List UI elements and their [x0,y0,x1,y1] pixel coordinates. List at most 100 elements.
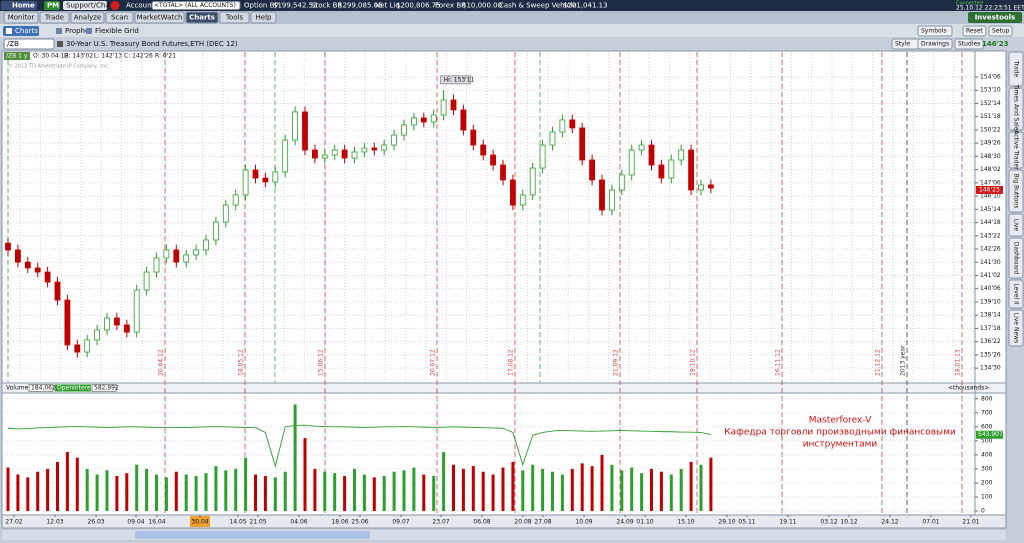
side-tab-label[interactable]: Active Trader [1013,130,1020,170]
toolbar-button[interactable] [917,25,953,37]
candle-body [460,109,467,131]
side-tab-label[interactable]: Big Buttons [1013,174,1020,209]
toolbar-button-label[interactable]: Reset [966,28,983,35]
tab[interactable] [250,11,277,24]
tab[interactable] [105,11,134,24]
volume-bar [214,466,218,511]
tab-label[interactable]: Charts [189,14,215,22]
alert-icon[interactable] [110,1,120,10]
y-tick-label: 141'02 [980,272,1001,279]
x-tick-label: 29.10 [718,519,735,526]
expiration-label: 16.11.12 [775,349,782,376]
side-tab[interactable] [1008,237,1024,279]
support-label[interactable]: Support/Chat [66,2,113,10]
pm-button[interactable] [44,1,60,10]
home-button[interactable] [1,1,37,10]
subtab-label[interactable]: Flexible Grid [95,27,139,35]
balance-value: $200,806.75 [396,2,441,10]
candle-body [123,324,130,333]
toolbar-button[interactable] [962,25,987,37]
candle-body [272,171,279,183]
side-tab-label[interactable]: Trade [1013,60,1020,78]
side-tab-label[interactable]: Live [1013,219,1020,232]
side-tab-label[interactable]: Live News [1013,313,1020,343]
candle-body [331,149,338,156]
expiration-label: 2013 year [900,345,907,376]
tab-label[interactable]: Analyze [74,14,102,22]
balance-label: Option BP [244,2,279,10]
tab-label[interactable]: Trade [44,14,64,22]
toolbar-button[interactable] [988,25,1013,37]
toolbar-button-label[interactable]: Symbols [921,28,946,35]
chart-button[interactable] [917,38,953,50]
candle-body [193,249,200,256]
subtab-label[interactable]: Charts [15,27,38,35]
tab-label[interactable]: Scan [111,14,128,22]
pm-label[interactable]: PM [47,2,59,10]
candle-body [410,117,417,126]
tab[interactable] [70,11,105,24]
side-tab[interactable] [1008,87,1024,131]
candle-body [539,144,546,169]
side-tab[interactable] [1008,51,1024,87]
toolbar-last-price: 146'23 [982,40,1009,48]
scrollbar[interactable] [2,530,1006,540]
side-tab[interactable] [1008,131,1024,169]
chart-button-label[interactable]: Style [895,41,910,48]
chart-button-label[interactable]: Studies [958,41,980,48]
side-tab[interactable] [1008,279,1024,309]
chart-toolbar [0,37,1024,50]
tab[interactable] [219,11,250,24]
side-tab[interactable] [1008,213,1024,237]
brand-button[interactable] [968,12,1022,23]
account-select[interactable] [151,1,241,10]
x-tick-label: 21.01 [962,519,979,526]
side-tab-label[interactable]: Level II [1013,283,1020,305]
tab[interactable] [39,11,70,24]
brand-label[interactable]: Investools [975,14,1016,22]
candle-body [114,317,120,326]
account-value[interactable]: <TOTAL> (ALL ACCOUNTS) [154,2,236,9]
balance-value: $199,542.53 [273,2,318,10]
chart-button-label[interactable]: Drawings [921,41,949,48]
scroll-thumb[interactable] [135,531,370,539]
volume-bar [699,464,703,511]
home-label[interactable]: Home [12,2,35,10]
side-tab[interactable] [1008,169,1024,213]
candle-body [212,221,219,241]
tab[interactable] [185,11,219,24]
expiration-label: 21.12.12 [875,349,882,376]
candle-body [549,131,556,146]
clock: 25.10.12 22:23:51 EET [956,5,1024,12]
side-tab[interactable] [1008,309,1024,347]
tab-label[interactable]: MarketWatch [137,14,183,22]
tab[interactable] [3,11,39,24]
symbol-box[interactable] [3,38,55,50]
tab-label[interactable]: Tools [225,14,244,22]
symbol[interactable]: /ZB [7,40,19,48]
y-tick-label: 148'30 [980,153,1001,160]
volume-bar [382,475,386,511]
y-tick-label: 100 [981,493,993,500]
volume-header [1,382,1007,394]
tab[interactable] [134,11,185,24]
subtab-label[interactable]: Prophet [65,27,92,35]
volume-bar [85,468,89,511]
chart-button[interactable] [954,38,984,50]
volume-bar [689,461,693,511]
candle-body [321,154,328,159]
side-tab-label[interactable]: Dashboard [1013,242,1020,275]
candle-body [480,144,487,156]
y-tick-label: 138'14 [980,312,1001,319]
tab-label[interactable]: Monitor [8,14,35,22]
volume-bar [145,468,149,511]
support-button[interactable] [63,1,107,10]
volume-bar [501,467,505,511]
x-tick-label: 01.10 [636,519,653,526]
side-tab-label[interactable]: Times And Sales [1013,83,1020,133]
toolbar-button-label[interactable]: Setup [992,28,1010,35]
tab-label[interactable]: Help [256,14,273,22]
candle-body [609,189,615,211]
